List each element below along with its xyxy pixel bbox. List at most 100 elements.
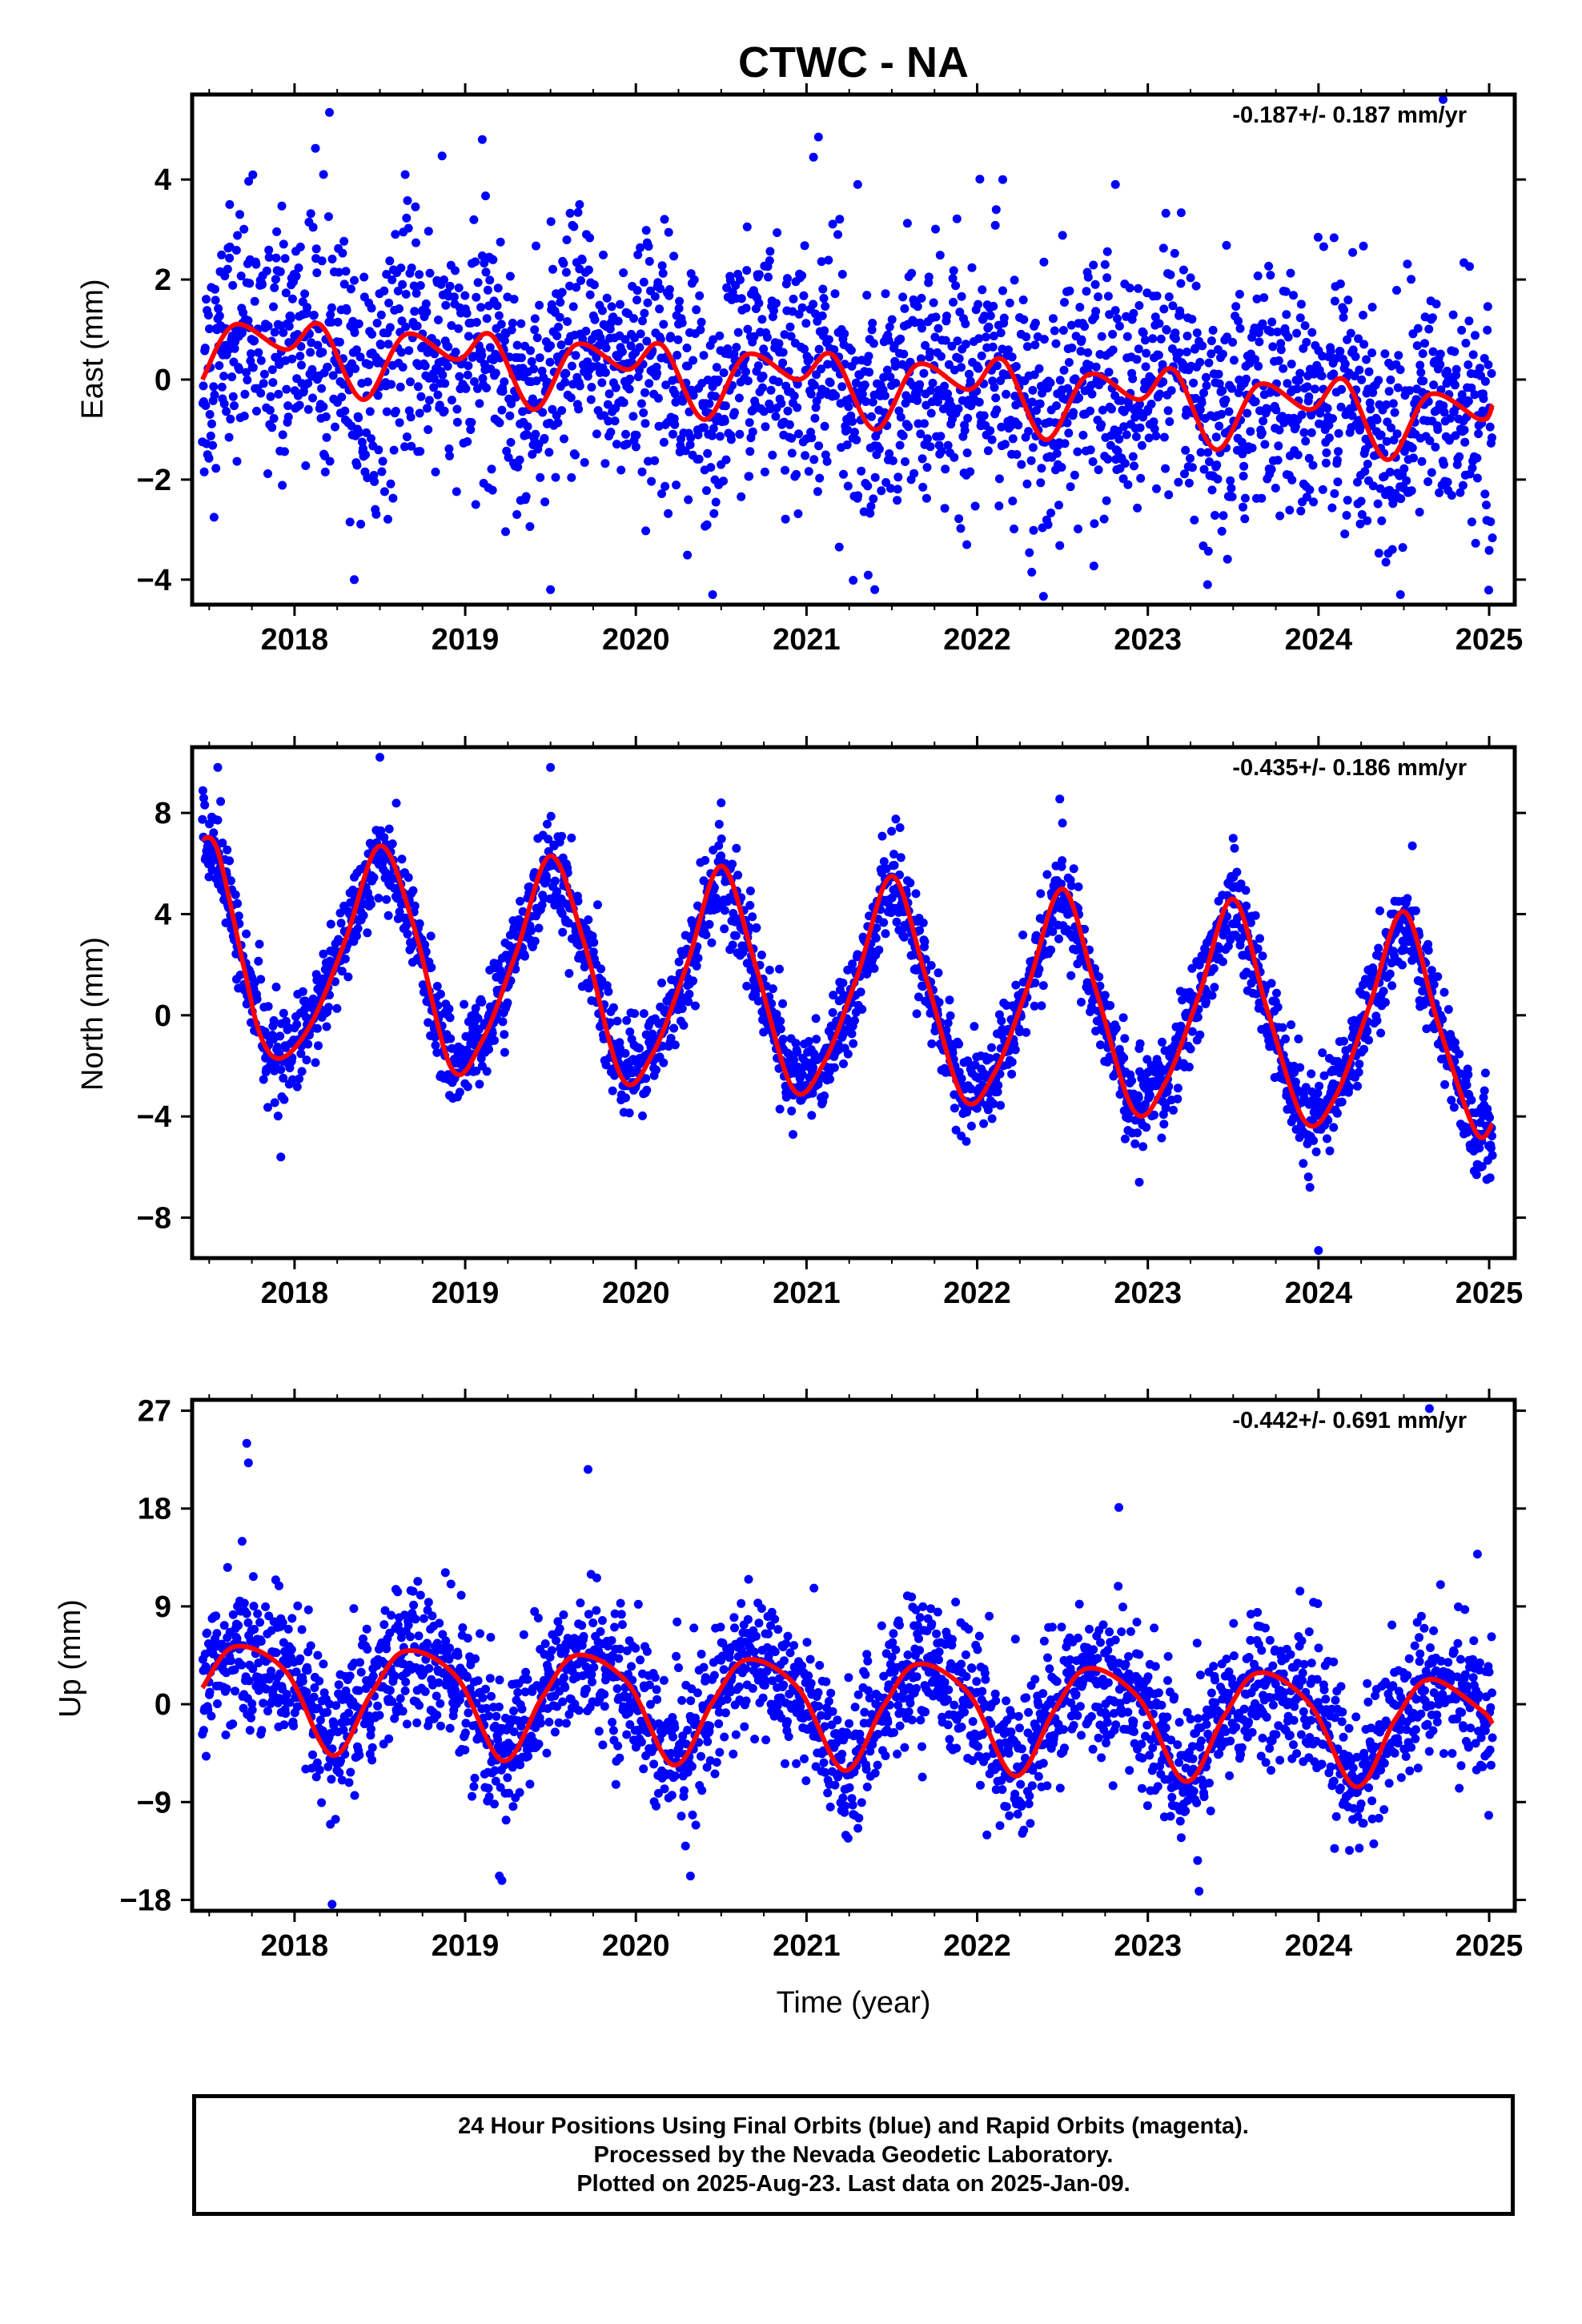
east-point-1880 [1135,423,1145,432]
east-point-1277 [833,230,842,239]
east-point-86 [239,224,249,234]
east-point-566 [482,384,492,392]
east-point-627 [512,510,522,519]
east-point-2398 [1392,286,1401,295]
east-point-2278 [1334,447,1343,456]
east-point-1339 [864,352,873,361]
east-point-1479 [933,397,942,407]
east-point-225 [309,311,319,320]
east-point-2399 [1392,429,1402,439]
east-point-2203 [1296,300,1306,309]
east-point-1621 [1005,298,1014,308]
east-point-926 [658,268,668,278]
east-point-36 [215,311,224,320]
east-point-2491 [1439,401,1448,411]
north-point-1018 [714,841,724,850]
east-point-1511 [949,297,958,307]
north-point-1818 [1120,1034,1130,1043]
east-point-1268 [828,219,837,229]
east-point-1522 [954,354,964,364]
north-point-487 [446,1034,456,1043]
east-point-2089 [1240,493,1250,503]
north-point-978 [693,953,703,963]
east-point-2581 [1484,360,1493,369]
east-point-1365 [877,486,886,496]
east-point-747 [571,450,580,460]
east-point-117 [256,388,266,398]
east-point-899 [644,256,654,266]
north-point-203 [302,1055,311,1065]
east-point-286 [340,406,350,416]
north-point-266 [332,1003,342,1013]
east-point-589 [493,283,503,293]
east-point-817 [604,389,614,399]
east-outlier-point-0 [225,199,235,209]
east-point-1338 [863,570,873,580]
east-point-2582 [1484,585,1493,595]
east-point-313 [354,413,363,423]
east-point-120 [258,279,267,289]
north-point-1971 [1195,1030,1205,1039]
east-point-1573 [979,411,989,420]
east-point-2449 [1417,456,1427,466]
east-point-1133 [761,422,770,432]
north-point-125 [260,1027,270,1036]
north-point-1329 [869,963,879,973]
east-point-1646 [1018,296,1028,304]
east-point-447 [422,308,432,317]
east-point-1457 [922,463,932,472]
east-point-1083 [737,294,746,304]
east-point-370 [382,407,391,416]
east-y-tick-label-2: 0 [155,364,171,397]
north-point-1605 [1011,980,1021,990]
east-point-266 [331,422,339,432]
east-point-1098 [745,472,754,481]
east-point-819 [605,324,615,334]
east-point-2116 [1254,361,1263,371]
east-point-2307 [1348,345,1358,355]
east-point-924 [657,489,666,498]
east-point-954 [672,480,681,490]
east-point-2420 [1403,259,1412,269]
east-point-711 [553,418,563,428]
east-point-2295 [1343,335,1352,344]
north-point-1895 [1157,1133,1166,1143]
north-point-2287 [1354,1068,1363,1077]
east-point-1931 [1162,325,1171,335]
east-point-1881 [1136,473,1146,483]
east-point-2389 [1387,545,1397,554]
east-point-2141 [1267,327,1275,336]
east-point-892 [641,226,651,235]
east-points [198,94,1497,601]
east-point-1597 [991,205,1001,215]
east-point-1178 [783,274,792,283]
east-point-2326 [1357,510,1367,519]
east-point-2130 [1260,440,1270,449]
east-point-1670 [1030,318,1040,328]
east-point-104 [248,363,258,372]
north-point-542 [473,1014,483,1023]
east-point-361 [378,456,387,466]
east-point-228 [311,143,320,153]
east-y-tick-label-0: −4 [137,564,171,597]
east-point-1148 [768,450,777,460]
north-point-2178 [1299,1159,1308,1168]
east-point-1935 [1164,490,1174,500]
east-point-723 [559,259,568,268]
east-point-1324 [857,466,866,476]
east-point-1956 [1175,310,1185,320]
east-point-1628 [1008,434,1018,444]
east-point-1299 [843,481,853,491]
east-point-1936 [1164,292,1174,302]
east-point-1461 [924,272,934,282]
east-point-2218 [1304,392,1314,401]
north-point-1411 [912,1009,921,1019]
east-point-2042 [1218,386,1227,396]
east-point-1475 [931,312,941,322]
north-point-227 [314,1041,323,1051]
east-point-1718 [1055,376,1065,385]
east-point-748 [571,351,580,360]
east-point-230 [311,244,321,254]
east-y-tick-label-4: 4 [155,163,171,197]
